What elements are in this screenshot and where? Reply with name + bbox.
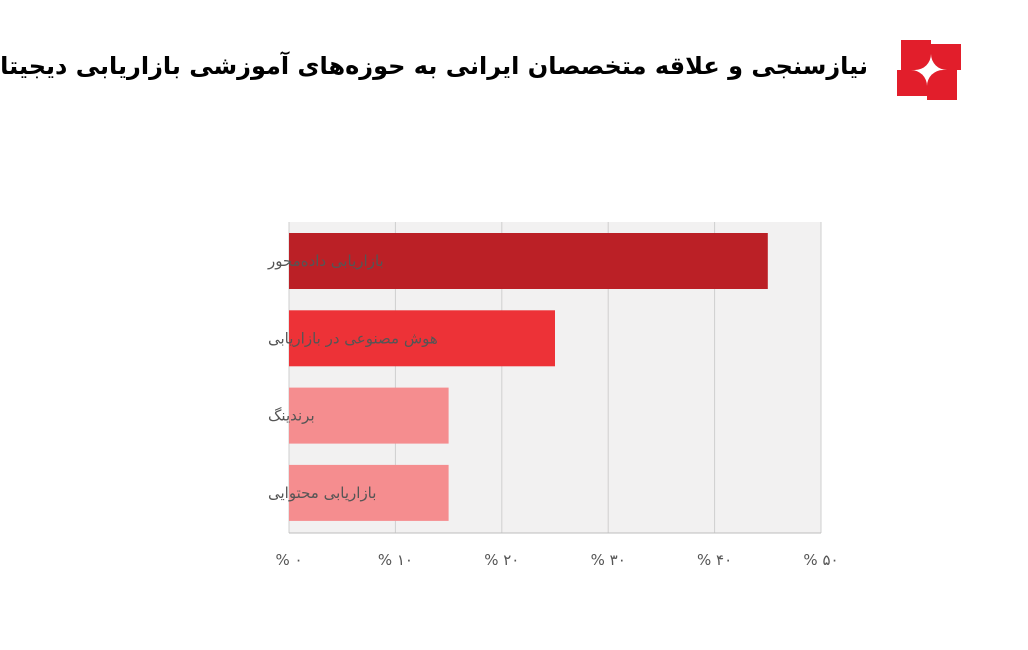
x-tick-label: % ۳۰: [591, 551, 626, 569]
chart-title: نیازسنجی و علاقه متخصصان ایرانی به حوزه‌…: [0, 52, 868, 80]
bar: [289, 464, 449, 521]
x-tick-label: % ۲۰: [484, 551, 519, 569]
category-label: بازاریابی محتوایی: [268, 484, 376, 502]
bar: [289, 387, 449, 444]
x-tick-label: % ۱۰: [378, 551, 413, 569]
x-tick-label: % ۵۰: [803, 551, 838, 569]
category-label: هوش مصنوعی در بازاریابی: [268, 329, 438, 347]
category-label: بازاریابی داده‌محور: [267, 252, 384, 270]
pinwheel-logo-icon: [897, 40, 961, 100]
x-tick-label: % ۰: [275, 551, 302, 569]
x-tick-label: % ۴۰: [697, 551, 732, 569]
bar: [289, 310, 555, 367]
category-label: برندینگ: [268, 407, 315, 425]
bar: [289, 233, 768, 289]
